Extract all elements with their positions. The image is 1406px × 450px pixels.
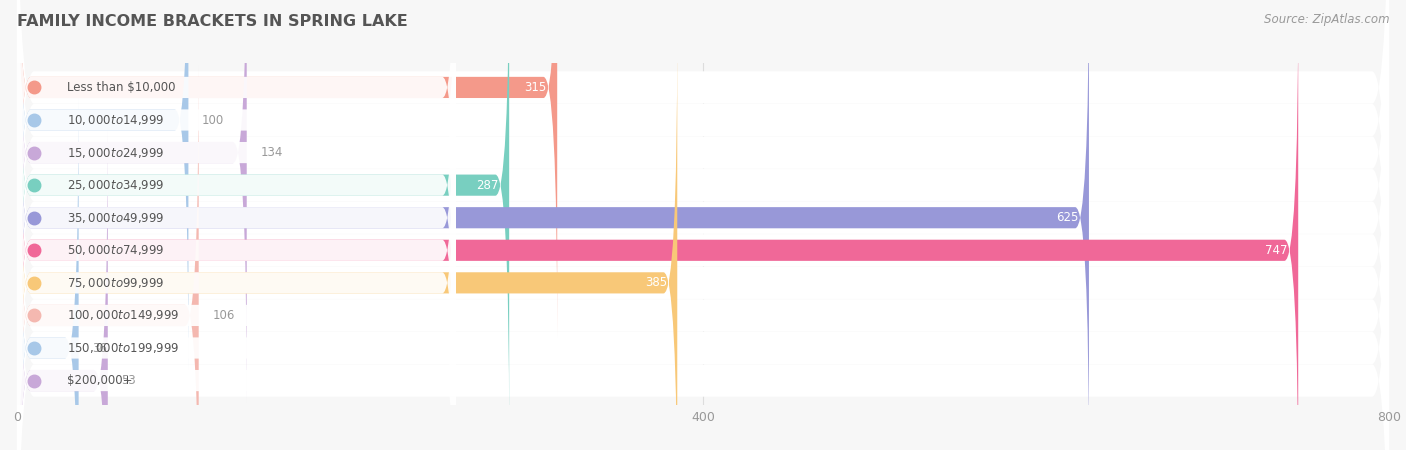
Text: 36: 36 xyxy=(93,342,107,355)
FancyBboxPatch shape xyxy=(17,98,456,450)
FancyBboxPatch shape xyxy=(17,130,108,450)
Text: 53: 53 xyxy=(121,374,136,387)
Text: $25,000 to $34,999: $25,000 to $34,999 xyxy=(67,178,165,192)
FancyBboxPatch shape xyxy=(17,0,456,450)
FancyBboxPatch shape xyxy=(17,6,1389,450)
Text: $200,000+: $200,000+ xyxy=(67,374,134,387)
FancyBboxPatch shape xyxy=(17,0,456,338)
FancyBboxPatch shape xyxy=(17,0,246,403)
FancyBboxPatch shape xyxy=(17,71,1389,450)
Text: $50,000 to $74,999: $50,000 to $74,999 xyxy=(67,243,165,257)
Text: 134: 134 xyxy=(260,146,283,159)
FancyBboxPatch shape xyxy=(17,0,1389,430)
FancyBboxPatch shape xyxy=(17,0,1389,450)
Text: 385: 385 xyxy=(645,276,666,289)
FancyBboxPatch shape xyxy=(17,130,456,450)
Text: $150,000 to $199,999: $150,000 to $199,999 xyxy=(67,341,180,355)
FancyBboxPatch shape xyxy=(17,0,557,338)
FancyBboxPatch shape xyxy=(17,0,1298,450)
Text: 106: 106 xyxy=(212,309,235,322)
FancyBboxPatch shape xyxy=(17,0,456,435)
Text: 287: 287 xyxy=(477,179,499,192)
FancyBboxPatch shape xyxy=(17,0,1389,450)
Text: $75,000 to $99,999: $75,000 to $99,999 xyxy=(67,276,165,290)
FancyBboxPatch shape xyxy=(17,0,1389,450)
FancyBboxPatch shape xyxy=(17,33,678,450)
FancyBboxPatch shape xyxy=(17,98,79,450)
FancyBboxPatch shape xyxy=(17,65,456,450)
Text: 100: 100 xyxy=(202,113,225,126)
Text: Source: ZipAtlas.com: Source: ZipAtlas.com xyxy=(1264,14,1389,27)
FancyBboxPatch shape xyxy=(17,38,1389,450)
FancyBboxPatch shape xyxy=(17,65,198,450)
Text: 315: 315 xyxy=(524,81,547,94)
FancyBboxPatch shape xyxy=(17,0,456,370)
FancyBboxPatch shape xyxy=(17,0,188,370)
Text: Less than $10,000: Less than $10,000 xyxy=(67,81,176,94)
FancyBboxPatch shape xyxy=(17,0,1389,397)
FancyBboxPatch shape xyxy=(17,0,1389,450)
Text: 625: 625 xyxy=(1056,211,1078,224)
Text: $100,000 to $149,999: $100,000 to $149,999 xyxy=(67,308,180,323)
FancyBboxPatch shape xyxy=(17,0,456,450)
FancyBboxPatch shape xyxy=(17,0,1090,450)
Text: $15,000 to $24,999: $15,000 to $24,999 xyxy=(67,145,165,160)
FancyBboxPatch shape xyxy=(17,0,1389,450)
Text: $10,000 to $14,999: $10,000 to $14,999 xyxy=(67,113,165,127)
FancyBboxPatch shape xyxy=(17,33,456,450)
Text: $35,000 to $49,999: $35,000 to $49,999 xyxy=(67,211,165,225)
FancyBboxPatch shape xyxy=(17,0,456,403)
Text: FAMILY INCOME BRACKETS IN SPRING LAKE: FAMILY INCOME BRACKETS IN SPRING LAKE xyxy=(17,14,408,28)
Text: 747: 747 xyxy=(1265,244,1288,257)
FancyBboxPatch shape xyxy=(17,0,509,435)
